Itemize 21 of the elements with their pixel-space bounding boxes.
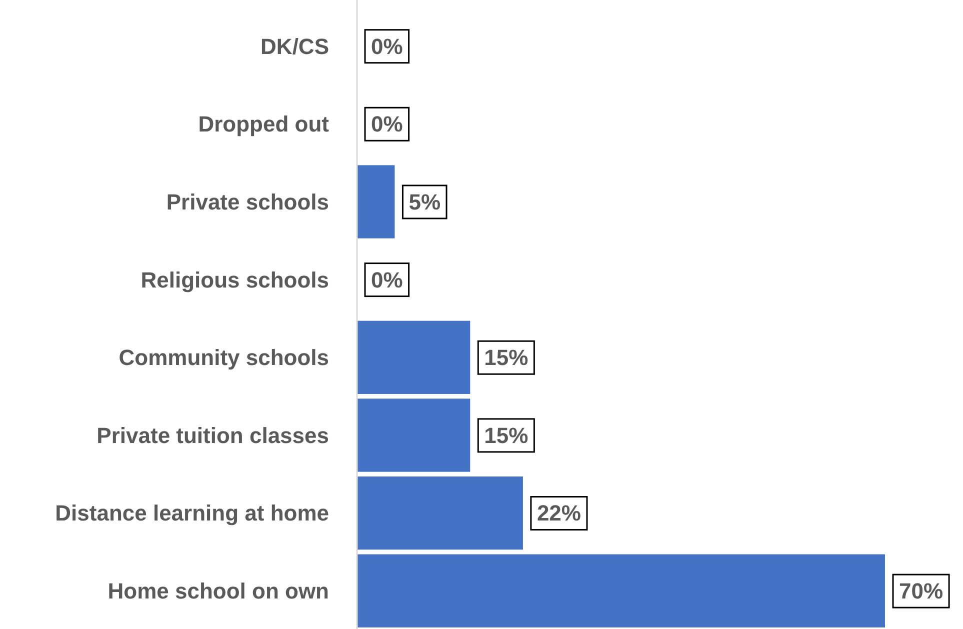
data-label: 0% bbox=[371, 34, 403, 59]
y-tick-label: Distance learning at home bbox=[55, 500, 329, 526]
bar bbox=[357, 320, 470, 394]
y-tick-label: Community schools bbox=[118, 345, 329, 370]
bar bbox=[357, 554, 885, 628]
bar bbox=[357, 476, 523, 550]
bar bbox=[357, 398, 470, 472]
data-label: 5% bbox=[408, 189, 441, 214]
y-tick-label: Private schools bbox=[166, 189, 329, 214]
data-label: 22% bbox=[536, 500, 581, 526]
y-tick-label: Dropped out bbox=[198, 112, 330, 137]
y-tick-label: DK/CS bbox=[260, 34, 329, 59]
y-tick-label: Religious schools bbox=[140, 267, 329, 292]
data-label: 0% bbox=[371, 112, 403, 137]
data-label: 15% bbox=[484, 345, 528, 370]
data-label: 0% bbox=[371, 267, 403, 292]
y-tick-label: Private tuition classes bbox=[96, 422, 329, 448]
y-tick-label: Home school on own bbox=[108, 578, 329, 604]
data-label: 70% bbox=[899, 578, 944, 604]
data-label: 15% bbox=[484, 422, 528, 448]
bar bbox=[357, 165, 395, 238]
